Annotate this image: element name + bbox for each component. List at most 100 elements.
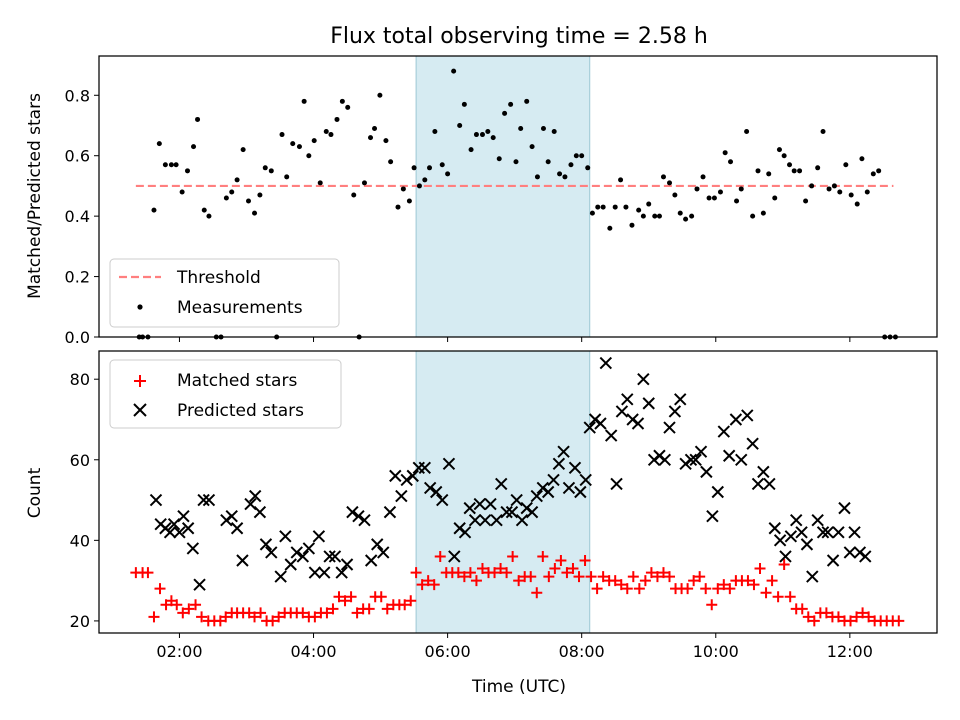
bottom-panel: Time (UTC) Count 20 40 60 80 02:00 04:00 06:00… xyxy=(25,350,938,697)
predicted-star-point xyxy=(364,554,378,567)
bottom-legend-box xyxy=(109,359,342,429)
y-tick-label: 80 xyxy=(70,370,90,389)
matched-star-point xyxy=(470,575,482,587)
predicted-star-point xyxy=(541,485,555,499)
measurement-point xyxy=(545,159,551,165)
predicted-star-point xyxy=(574,485,587,499)
matched-star-point xyxy=(857,607,869,619)
matched-star-point xyxy=(664,571,676,583)
measurement-point xyxy=(490,135,496,141)
measurement-point xyxy=(809,183,815,189)
measurement-point xyxy=(395,204,401,210)
predicted-star-point xyxy=(821,526,834,539)
predicted-star-point xyxy=(383,505,397,519)
matched-star-point xyxy=(513,575,525,587)
measurement-point xyxy=(195,116,201,122)
measurement-point xyxy=(618,177,624,183)
predicted-star-point xyxy=(717,425,731,438)
matched-star-point xyxy=(893,615,905,627)
matched-star-point xyxy=(718,579,730,591)
predicted-star-point xyxy=(484,497,497,511)
top-legend-box xyxy=(109,258,340,328)
matched-star-point xyxy=(633,583,645,595)
predicted-star-point xyxy=(430,485,443,499)
matched-star-point xyxy=(651,571,663,583)
measurement-point xyxy=(629,222,635,228)
measurement-point xyxy=(311,138,317,144)
predicted-star-point xyxy=(202,493,216,507)
matched-star-point xyxy=(688,575,700,587)
measurement-point xyxy=(388,159,394,165)
predicted-star-point xyxy=(658,453,672,466)
predicted-star-point xyxy=(290,546,303,559)
matched-star-point xyxy=(339,595,351,607)
matched-star-point xyxy=(249,611,261,623)
matched-star-point xyxy=(573,571,585,583)
measurement-point xyxy=(268,168,274,174)
measurement-point xyxy=(667,180,673,186)
predicted-star-point xyxy=(811,513,824,527)
measurement-point xyxy=(427,165,433,171)
matched-star-point xyxy=(682,583,694,595)
measurement-point xyxy=(406,198,412,204)
measurement-point xyxy=(468,147,474,153)
measurement-point xyxy=(445,171,451,177)
predicted-star-point xyxy=(773,534,787,547)
predicted-star-point xyxy=(615,405,629,418)
measurement-point xyxy=(439,162,445,168)
measurement-point xyxy=(179,189,185,195)
matched-star-point xyxy=(476,563,488,575)
matched-star-point xyxy=(591,583,603,595)
matched-star-point xyxy=(196,611,208,623)
predicted-star-point xyxy=(458,526,472,539)
predicted-star-point xyxy=(495,477,508,491)
measurement-point xyxy=(351,192,357,198)
bottom-highlight-span xyxy=(415,350,591,634)
predicted-star-point xyxy=(790,513,803,527)
predicted-star-point xyxy=(177,509,190,523)
matched-star-point xyxy=(657,567,669,579)
predicted-star-point xyxy=(193,578,206,591)
x-tick-label: 04:00 xyxy=(290,642,336,661)
predicted-star-point xyxy=(859,550,872,563)
predicted-star-point xyxy=(312,530,326,543)
measurement-point xyxy=(876,168,882,174)
matched-star-point xyxy=(309,611,321,623)
measurement-point xyxy=(589,210,595,216)
predicted-star-point xyxy=(568,461,582,475)
matched-star-point xyxy=(694,571,706,583)
matched-star-point xyxy=(351,607,363,619)
matched-star-point xyxy=(142,567,154,579)
predicted-star-point xyxy=(741,409,754,422)
measurement-point xyxy=(557,171,563,177)
x-tick-label: 08:00 xyxy=(559,642,605,661)
predicted-star-point xyxy=(668,405,682,418)
predicted-star-point xyxy=(599,356,613,370)
measurement-point xyxy=(345,104,351,110)
measurement-point xyxy=(279,132,285,138)
predicted-star-point xyxy=(340,558,354,571)
predicted-star-point xyxy=(547,473,560,487)
measurement-point xyxy=(859,156,865,162)
predicted-star-point xyxy=(468,513,482,527)
predicted-star-point xyxy=(843,546,857,559)
measurement-point xyxy=(640,213,646,219)
measurement-point xyxy=(755,168,761,174)
x-tick-label: 10:00 xyxy=(693,642,739,661)
measurement-point xyxy=(803,198,809,204)
measurement-point xyxy=(573,153,579,159)
predicted-star-point xyxy=(352,509,365,523)
measurement-point xyxy=(683,216,689,222)
measurement-point xyxy=(534,174,540,180)
y-tick-label: 60 xyxy=(70,451,90,470)
matched-star-point xyxy=(464,567,476,579)
predicted-star-point xyxy=(173,526,186,539)
predicted-star-point xyxy=(610,477,623,491)
measurement-point xyxy=(843,162,849,168)
predicted-star-point xyxy=(604,429,618,442)
measurement-point xyxy=(422,177,428,183)
measurement-point xyxy=(815,165,821,171)
measurement-point xyxy=(677,210,683,216)
x-tick-label: 02:00 xyxy=(156,642,202,661)
measurement-point xyxy=(372,126,378,132)
